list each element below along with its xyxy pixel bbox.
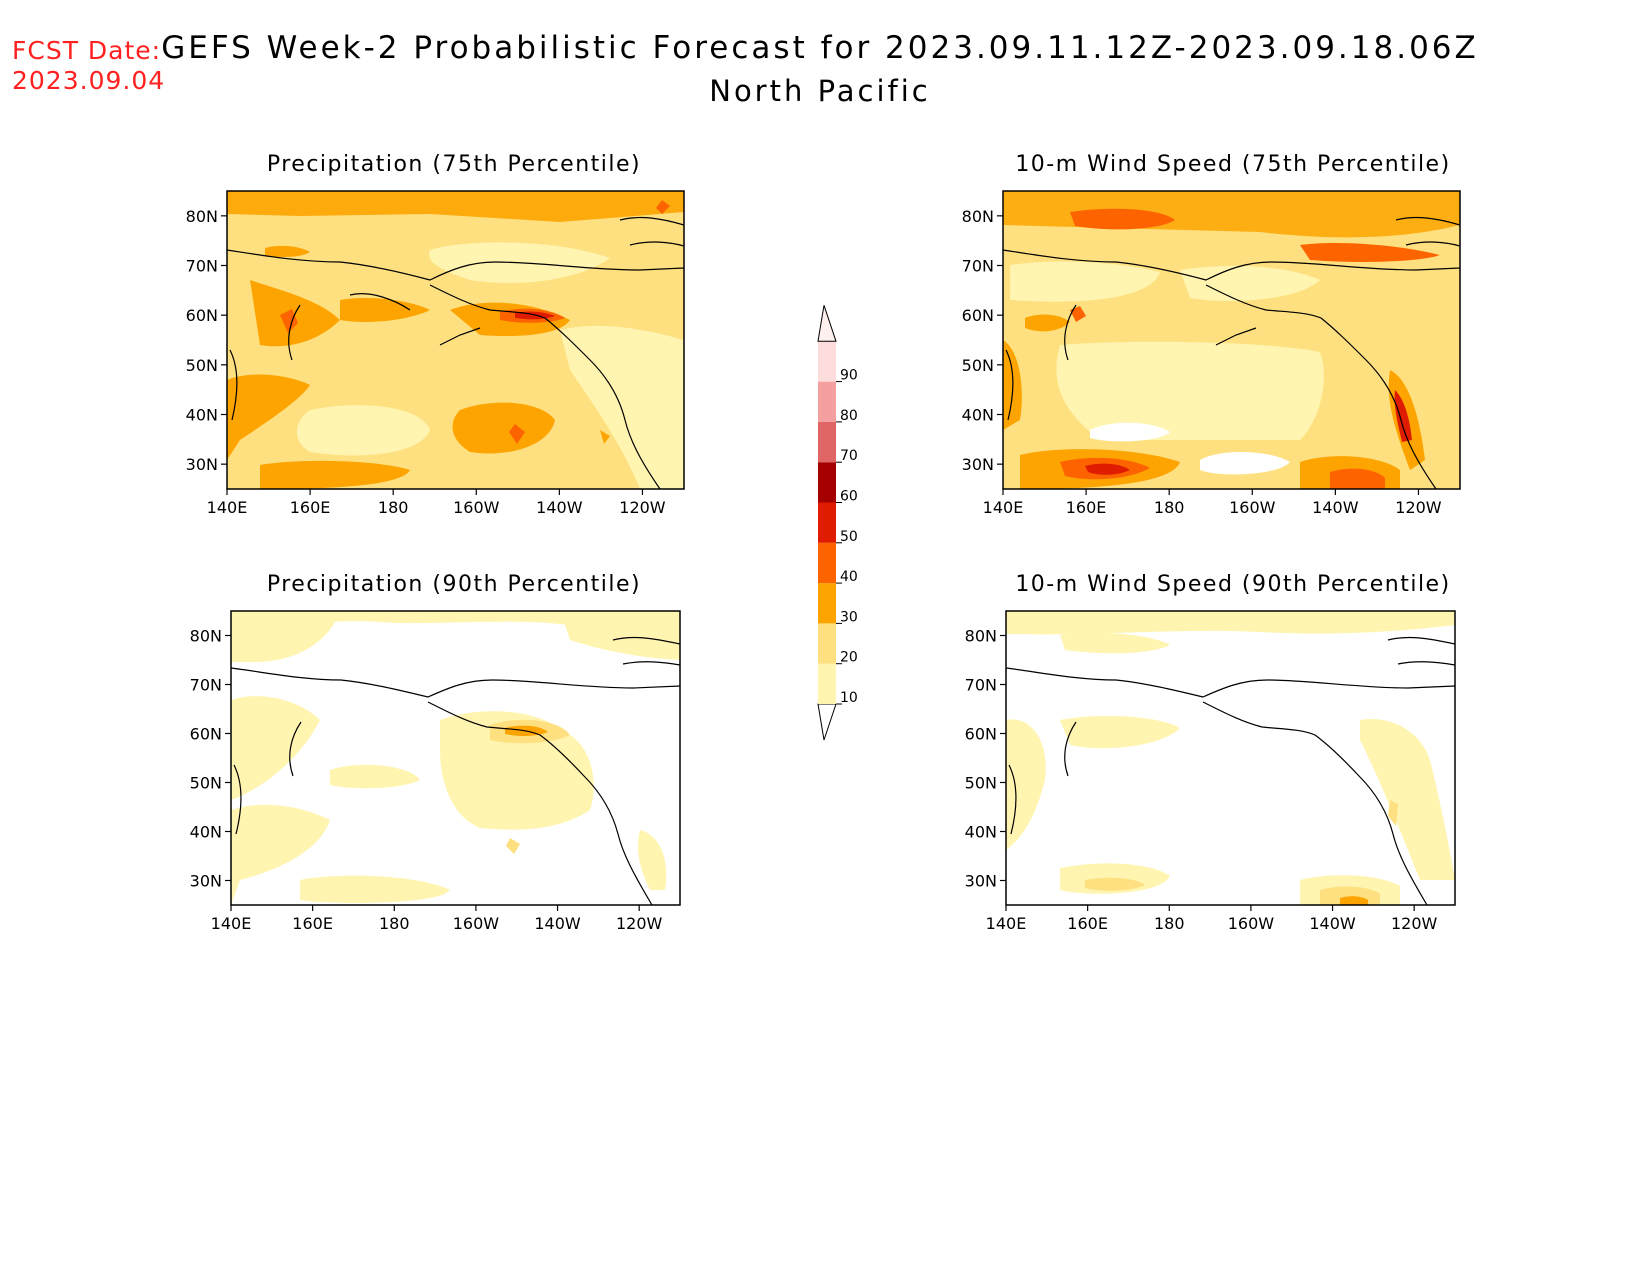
colorbar-swatch xyxy=(818,623,836,664)
map-precip75 xyxy=(227,191,684,489)
lon-tick-label: 140E xyxy=(986,914,1027,933)
lon-tick-label: 140E xyxy=(211,914,252,933)
lon-tick-label: 120W xyxy=(616,914,663,933)
lon-tick-label: 160E xyxy=(1066,498,1107,517)
lon-tick-label: 160W xyxy=(453,914,500,933)
lat-tick-label: 60N xyxy=(962,306,994,325)
lon-tick-label: 160W xyxy=(1228,914,1275,933)
lat-tick-label: 80N xyxy=(186,207,218,226)
lat-tick-label: 30N xyxy=(190,872,222,891)
lon-tick-label: 160W xyxy=(1229,498,1276,517)
colorbar-swatch xyxy=(818,341,836,382)
colorbar-upper-cap xyxy=(817,305,837,342)
frame-precip75 xyxy=(226,190,685,490)
lon-tick-label: 120W xyxy=(1395,498,1442,517)
lon-tick-label: 120W xyxy=(1391,914,1438,933)
colorbar-tick-label: 70 xyxy=(840,448,858,464)
colorbar-swatch xyxy=(818,542,836,584)
page-title: GEFS Week-2 Probabilistic Forecast for 2… xyxy=(161,30,1479,66)
panel-title-wind75: 10-m Wind Speed (75th Percentile) xyxy=(1015,152,1451,177)
lat-tick-label: 30N xyxy=(962,455,994,474)
panel-title-precip90: Precipitation (90th Percentile) xyxy=(266,572,642,597)
frame-wind90 xyxy=(1005,610,1456,906)
lat-tick-label: 80N xyxy=(965,627,997,646)
colorbar-tick-label: 40 xyxy=(840,569,858,585)
region-subtitle: North Pacific xyxy=(709,74,931,108)
frame-precip90 xyxy=(230,610,681,906)
lat-tick-label: 70N xyxy=(190,676,222,695)
fcst-date-value: 2023.09.04 xyxy=(12,66,166,95)
lat-tick-label: 50N xyxy=(186,356,218,375)
colorbar-swatch xyxy=(818,462,836,503)
lat-tick-label: 40N xyxy=(962,406,994,425)
colorbar-tick-label: 50 xyxy=(840,529,858,545)
coastline-precip90 xyxy=(231,636,680,905)
lon-tick-label: 180 xyxy=(378,498,409,517)
colorbar-tick-label: 60 xyxy=(840,489,858,505)
colorbar-swatch xyxy=(818,381,836,422)
panel-title-wind90: 10-m Wind Speed (90th Percentile) xyxy=(1015,572,1451,597)
lon-tick-label: 180 xyxy=(1154,914,1185,933)
map-wind75 xyxy=(1003,191,1460,489)
lat-tick-label: 50N xyxy=(190,774,222,793)
lat-tick-label: 40N xyxy=(190,823,222,842)
lat-tick-label: 70N xyxy=(962,257,994,276)
colorbar-tick-label: 10 xyxy=(840,690,858,706)
lat-tick-label: 30N xyxy=(186,455,218,474)
lon-tick-label: 140W xyxy=(536,498,583,517)
lat-tick-label: 60N xyxy=(190,725,222,744)
lat-tick-label: 80N xyxy=(962,207,994,226)
frame-wind75 xyxy=(1002,190,1461,490)
lat-tick-label: 80N xyxy=(190,627,222,646)
lat-tick-label: 70N xyxy=(186,257,218,276)
lat-tick-label: 30N xyxy=(965,872,997,891)
lat-tick-label: 60N xyxy=(186,306,218,325)
lon-tick-label: 160E xyxy=(290,498,331,517)
lon-tick-label: 140W xyxy=(1312,498,1359,517)
colorbar-tick-label: 80 xyxy=(840,408,858,424)
colorbar-lower-cap xyxy=(817,703,837,741)
coastline-wind90 xyxy=(1006,636,1455,905)
lon-tick-label: 140E xyxy=(983,498,1024,517)
coastlines xyxy=(227,216,1460,905)
colorbar-tick-label: 20 xyxy=(840,650,858,666)
coastline-wind75 xyxy=(1003,216,1460,489)
lat-tick-label: 70N xyxy=(965,676,997,695)
lat-tick-label: 40N xyxy=(186,406,218,425)
lat-tick-label: 50N xyxy=(962,356,994,375)
colorbar-swatch xyxy=(818,663,836,704)
panel-title-precip75: Precipitation (75th Percentile) xyxy=(266,152,642,177)
lon-tick-label: 160E xyxy=(1067,914,1108,933)
lon-tick-label: 180 xyxy=(379,914,410,933)
map-wind90 xyxy=(1006,611,1455,905)
colorbar-tick-label: 30 xyxy=(840,609,858,625)
lon-tick-label: 140E xyxy=(207,498,248,517)
lat-tick-label: 50N xyxy=(965,774,997,793)
lat-tick-label: 60N xyxy=(965,725,997,744)
colorbar-tick-label: 90 xyxy=(840,368,858,384)
lon-tick-label: 180 xyxy=(1154,498,1185,517)
axis-layer: 80N 70N 60N 50N 40N 30N 140E 160E 180 160W 140W 120… xyxy=(186,207,1442,933)
lon-tick-label: 140W xyxy=(1309,914,1356,933)
lat-tick-label: 40N xyxy=(965,823,997,842)
colorbar-swatch xyxy=(818,421,836,463)
lon-tick-label: 160E xyxy=(292,914,333,933)
colorbar: 10 20 30 40 50 60 70 80 90 xyxy=(817,305,858,741)
colorbar-swatch xyxy=(818,583,836,624)
coastline-precip75 xyxy=(227,216,684,489)
forecast-date-label: FCST Date: 2023.09.04 xyxy=(12,36,165,96)
lon-tick-label: 140W xyxy=(534,914,581,933)
lon-tick-label: 120W xyxy=(619,498,666,517)
lon-tick-label: 160W xyxy=(453,498,500,517)
colorbar-swatch xyxy=(818,502,836,543)
fcst-date-caption: FCST Date: xyxy=(12,36,162,65)
map-precip90 xyxy=(231,611,680,905)
